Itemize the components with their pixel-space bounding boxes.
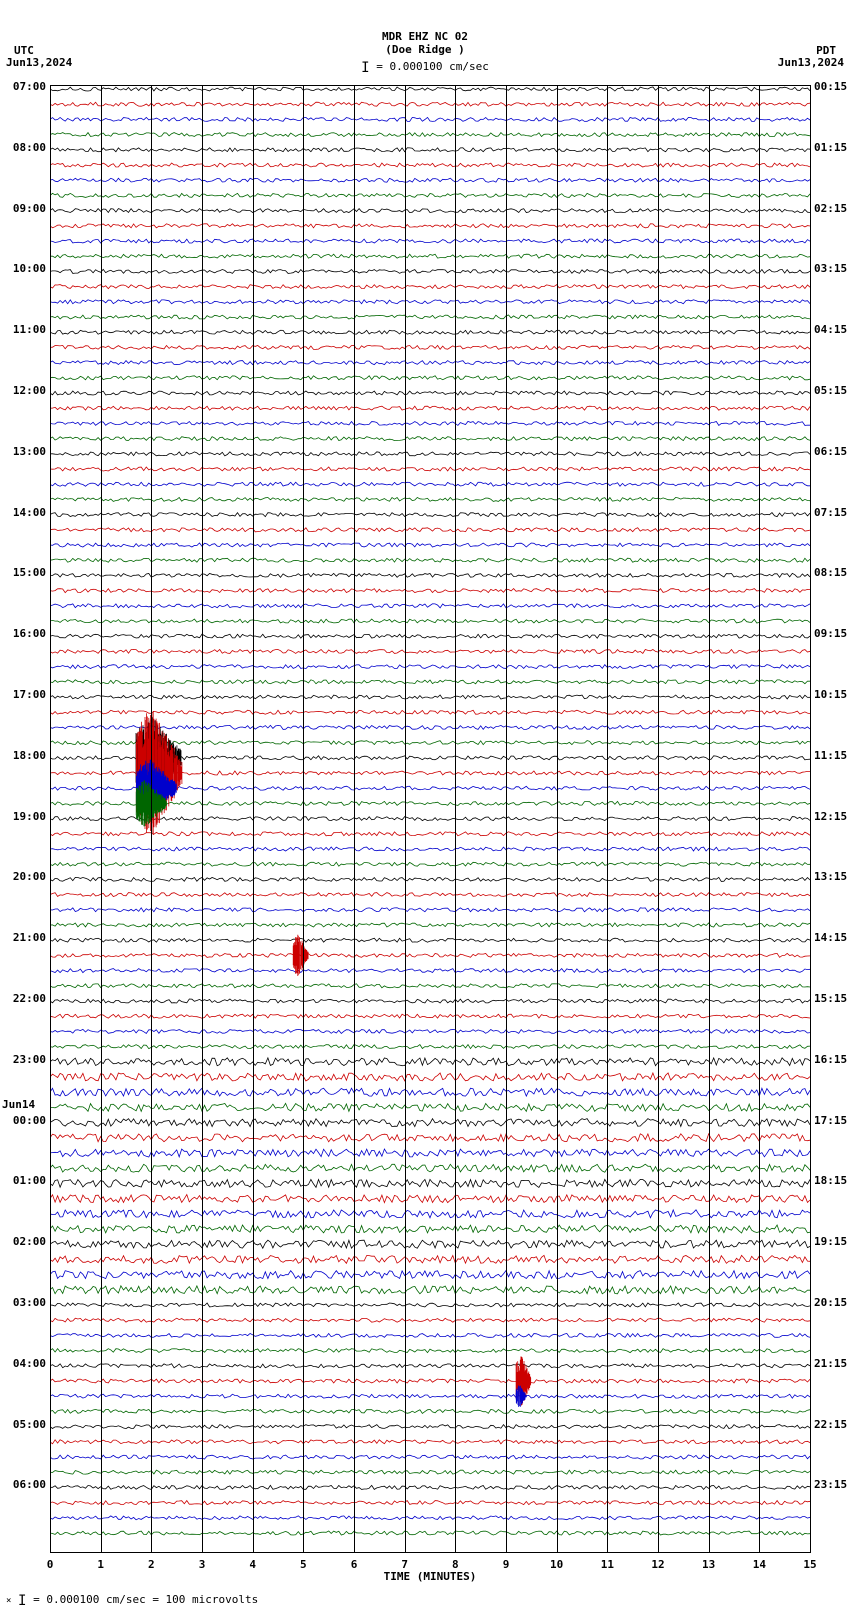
right-time-label: 18:15 bbox=[814, 1174, 847, 1187]
right-time-label: 00:15 bbox=[814, 80, 847, 93]
left-time-label: 00:00 bbox=[13, 1114, 46, 1127]
right-time-label: 07:15 bbox=[814, 506, 847, 519]
x-axis-title: TIME (MINUTES) bbox=[50, 1570, 810, 1583]
left-time-label: 07:00 bbox=[13, 80, 46, 93]
left-time-label: 14:00 bbox=[13, 506, 46, 519]
left-time-label: 19:00 bbox=[13, 810, 46, 823]
left-time-label: 08:00 bbox=[13, 141, 46, 154]
right-time-label: 08:15 bbox=[814, 566, 847, 579]
right-time-label: 13:15 bbox=[814, 870, 847, 883]
header: MDR EHZ NC 02 (Doe Ridge ) I = 0.000100 … bbox=[0, 0, 850, 80]
left-time-label: 03:00 bbox=[13, 1296, 46, 1309]
left-time-label: 05:00 bbox=[13, 1418, 46, 1431]
left-time-label: 02:00 bbox=[13, 1235, 46, 1248]
right-time-label: 17:15 bbox=[814, 1114, 847, 1127]
right-time-label: 03:15 bbox=[814, 262, 847, 275]
right-time-label: 04:15 bbox=[814, 323, 847, 336]
date-marker: Jun14 bbox=[2, 1098, 35, 1111]
scale-label: I = 0.000100 cm/sec bbox=[0, 60, 850, 76]
left-time-label: 20:00 bbox=[13, 870, 46, 883]
left-time-label: 12:00 bbox=[13, 384, 46, 397]
right-time-label: 02:15 bbox=[814, 202, 847, 215]
right-time-labels: 00:1501:1502:1503:1504:1505:1506:1507:15… bbox=[812, 85, 850, 1553]
right-time-label: 16:15 bbox=[814, 1053, 847, 1066]
left-time-label: 15:00 bbox=[13, 566, 46, 579]
date-right: Jun13,2024 bbox=[778, 56, 844, 69]
left-time-label: 23:00 bbox=[13, 1053, 46, 1066]
footer-scale: × I = 0.000100 cm/sec = 100 microvolts bbox=[6, 1593, 258, 1609]
left-time-label: 22:00 bbox=[13, 992, 46, 1005]
left-time-label: 11:00 bbox=[13, 323, 46, 336]
right-time-label: 22:15 bbox=[814, 1418, 847, 1431]
left-time-labels: 07:0008:0009:0010:0011:0012:0013:0014:00… bbox=[0, 85, 48, 1553]
station-name: (Doe Ridge ) bbox=[0, 43, 850, 56]
right-time-label: 09:15 bbox=[814, 627, 847, 640]
left-time-label: 06:00 bbox=[13, 1478, 46, 1491]
right-time-label: 06:15 bbox=[814, 445, 847, 458]
left-time-label: 04:00 bbox=[13, 1357, 46, 1370]
right-time-label: 12:15 bbox=[814, 810, 847, 823]
plot-area bbox=[50, 85, 810, 1553]
left-time-label: 10:00 bbox=[13, 262, 46, 275]
left-time-label: 16:00 bbox=[13, 627, 46, 640]
left-time-label: 13:00 bbox=[13, 445, 46, 458]
left-time-label: 17:00 bbox=[13, 688, 46, 701]
right-time-label: 01:15 bbox=[814, 141, 847, 154]
station-title: MDR EHZ NC 02 bbox=[0, 30, 850, 43]
right-time-label: 10:15 bbox=[814, 688, 847, 701]
right-time-label: 11:15 bbox=[814, 749, 847, 762]
traces-svg bbox=[50, 85, 810, 1553]
right-time-label: 19:15 bbox=[814, 1235, 847, 1248]
right-time-label: 14:15 bbox=[814, 931, 847, 944]
left-time-label: 09:00 bbox=[13, 202, 46, 215]
left-time-label: 21:00 bbox=[13, 931, 46, 944]
left-time-label: 01:00 bbox=[13, 1174, 46, 1187]
right-time-label: 23:15 bbox=[814, 1478, 847, 1491]
date-left: Jun13,2024 bbox=[6, 56, 72, 69]
right-time-label: 15:15 bbox=[814, 992, 847, 1005]
right-time-label: 05:15 bbox=[814, 384, 847, 397]
right-time-label: 21:15 bbox=[814, 1357, 847, 1370]
left-time-label: 18:00 bbox=[13, 749, 46, 762]
helicorder-plot: MDR EHZ NC 02 (Doe Ridge ) I = 0.000100 … bbox=[0, 0, 850, 1613]
right-time-label: 20:15 bbox=[814, 1296, 847, 1309]
